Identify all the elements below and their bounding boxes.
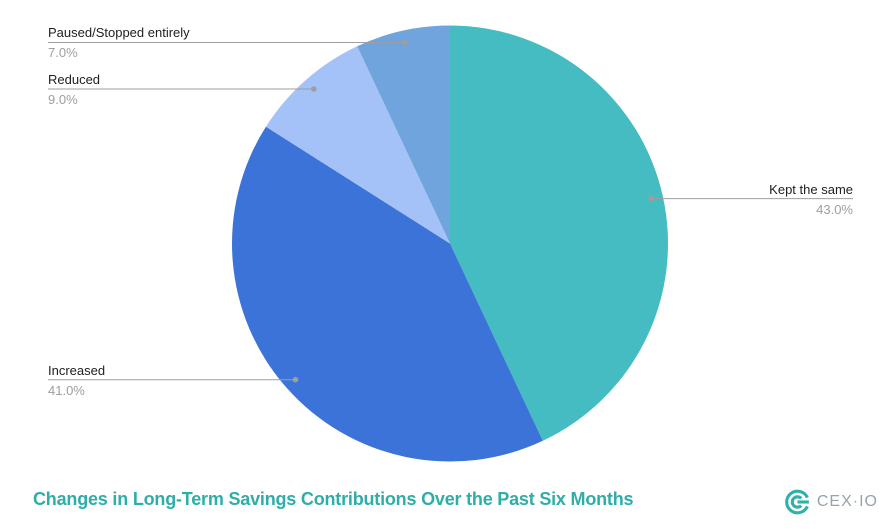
slice-label-percent: 7.0% — [48, 45, 78, 61]
cexio-logo-mark — [785, 489, 809, 515]
slice-label-percent: 43.0% — [816, 201, 853, 217]
slice-label-percent: 41.0% — [48, 382, 85, 398]
leader-dot-paused-stopped-entirely — [402, 39, 408, 46]
slice-label-name: Kept the same — [769, 181, 853, 197]
slice-label-reduced: Reduced 9.0% — [48, 71, 101, 107]
slice-label-name: Reduced — [48, 71, 101, 87]
leader-dot-kept-the-same — [648, 195, 654, 202]
cexio-logo: CEX·IO — [784, 487, 878, 517]
leader-dot-increased — [292, 376, 299, 383]
slice-label-kept-the-same: Kept the same 43.0% — [769, 181, 853, 217]
leader-dot-reduced — [311, 86, 317, 92]
slice-label-name: Paused/Stopped entirely — [48, 25, 190, 41]
slice-label-name: Increased — [48, 362, 106, 378]
slice-label-increased: Increased 41.0% — [48, 362, 106, 398]
pie-slice-reduced[interactable] — [265, 46, 450, 244]
pie-slice-increased[interactable] — [232, 126, 543, 462]
pie-slice-paused-stopped-entirely[interactable] — [357, 25, 450, 244]
slice-label-percent: 9.0% — [48, 91, 78, 107]
cexio-logo-text: CEX·IO — [816, 493, 878, 510]
slice-label-paused-stopped-entirely: Paused/Stopped entirely 7.0% — [48, 26, 190, 60]
chart-title: Changes in Long-Term Savings Contributio… — [33, 489, 634, 509]
pie-slice-kept-the-same[interactable] — [450, 25, 668, 441]
